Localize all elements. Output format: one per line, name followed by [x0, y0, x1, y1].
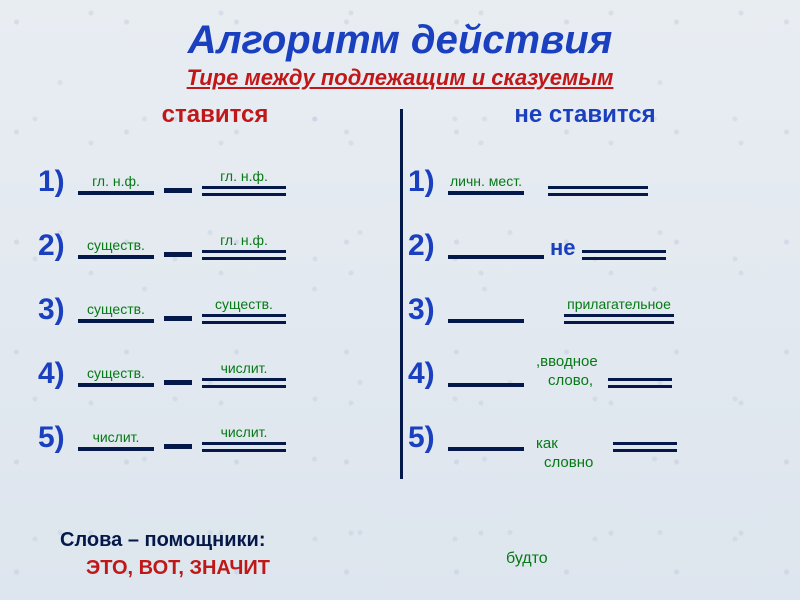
subject-label: личн. мест.	[450, 173, 522, 189]
predicate-block: прилагательное	[564, 296, 674, 327]
right-row-2: 2) не	[408, 199, 762, 263]
predicate-block: числит.	[202, 360, 286, 391]
column-right: не ставится 1) личн. мест. 2) не	[400, 101, 770, 455]
helpers-label: Слова – помощники:	[60, 529, 266, 552]
subject-label: существ.	[87, 301, 145, 317]
col-right-title: не ставится	[408, 101, 762, 129]
predicate-line	[202, 442, 286, 452]
subject-block: существ.	[78, 237, 154, 263]
predicate-line	[202, 186, 286, 196]
subject-label: гл. н.ф.	[92, 173, 140, 189]
subject-line	[78, 191, 154, 195]
parenthetical-line1: ,вводное	[536, 353, 598, 370]
subject-block: гл. н.ф.	[78, 173, 154, 199]
row-number: 3)	[408, 293, 448, 327]
row-number: 1)	[408, 165, 448, 199]
dash-line	[164, 380, 192, 385]
subject-line	[448, 447, 524, 451]
predicate-block: числит.	[202, 424, 286, 455]
right-row-3: 3) прилагательное	[408, 263, 762, 327]
row-number: 2)	[408, 229, 448, 263]
right-row-1: 1) личн. мест.	[408, 135, 762, 199]
comparative-words: как словно	[530, 435, 599, 474]
subject-line	[448, 191, 524, 195]
comparative-line2: словно	[544, 454, 593, 471]
left-row-1: 1) гл. н.ф. гл. н.ф.	[38, 135, 392, 199]
predicate-line	[202, 250, 286, 260]
subject-label: существ.	[87, 237, 145, 253]
subject-line	[78, 319, 154, 323]
subject-line	[448, 255, 544, 259]
predicate-line	[548, 186, 648, 196]
dash-line	[164, 316, 192, 321]
predicate-label: гл. н.ф.	[220, 168, 268, 184]
left-row-4: 4) существ. числит.	[38, 327, 392, 391]
left-row-3: 3) существ. существ.	[38, 263, 392, 327]
comparative-budto: будто	[506, 550, 548, 568]
column-left: ставится 1) гл. н.ф. гл. н.ф. 2) существ…	[30, 101, 400, 455]
particle-ne: не	[550, 235, 576, 261]
predicate-line	[202, 314, 286, 324]
comparative-line1: как	[536, 435, 558, 452]
dash-line	[164, 444, 192, 449]
row-number: 3)	[38, 293, 78, 327]
parenthetical-line2: слово,	[548, 372, 593, 389]
row-number: 2)	[38, 229, 78, 263]
column-divider	[400, 109, 403, 479]
predicate-line	[564, 314, 674, 324]
columns: ставится 1) гл. н.ф. гл. н.ф. 2) существ…	[30, 101, 770, 455]
predicate-block: гл. н.ф.	[202, 232, 286, 263]
right-row-5: 5) как словно	[408, 391, 762, 455]
slide: Алгоритм действия Тире между подлежащим …	[0, 0, 800, 600]
slide-subtitle: Тире между подлежащим и сказуемым	[30, 65, 770, 91]
predicate-block	[548, 168, 648, 199]
row-number: 1)	[38, 165, 78, 199]
subject-block: числит.	[78, 429, 154, 455]
dash-line	[164, 252, 192, 257]
subject-line	[448, 319, 524, 323]
predicate-block: существ.	[202, 296, 286, 327]
predicate-line	[582, 250, 666, 260]
predicate-block: гл. н.ф.	[202, 168, 286, 199]
col-left-title: ставится	[38, 101, 392, 129]
subject-block: личн. мест.	[448, 173, 524, 199]
row-number: 4)	[38, 357, 78, 391]
subject-line	[78, 255, 154, 259]
row-number: 4)	[408, 357, 448, 391]
row-number: 5)	[38, 421, 78, 455]
subject-line	[448, 383, 524, 387]
left-row-2: 2) существ. гл. н.ф.	[38, 199, 392, 263]
predicate-label: гл. н.ф.	[220, 232, 268, 248]
subject-line	[78, 447, 154, 451]
predicate-label: числит.	[221, 360, 268, 376]
subject-line	[78, 383, 154, 387]
left-row-5: 5) числит. числит.	[38, 391, 392, 455]
helpers-words: ЭТО, ВОТ, ЗНАЧИТ	[86, 557, 270, 580]
subject-block: существ.	[78, 365, 154, 391]
subject-label: числит.	[93, 429, 140, 445]
predicate-label: числит.	[221, 424, 268, 440]
slide-title: Алгоритм действия	[30, 18, 770, 63]
subject-block: существ.	[78, 301, 154, 327]
parenthetical-word: ,вводное слово,	[530, 353, 604, 392]
right-row-4: 4) ,вводное слово,	[408, 327, 762, 391]
predicate-label: прилагательное	[567, 296, 671, 312]
row-number: 5)	[408, 421, 448, 455]
subject-label: существ.	[87, 365, 145, 381]
predicate-line	[613, 442, 677, 452]
dash-line	[164, 188, 192, 193]
predicate-label: существ.	[215, 296, 273, 312]
predicate-line	[608, 378, 672, 388]
predicate-line	[202, 378, 286, 388]
